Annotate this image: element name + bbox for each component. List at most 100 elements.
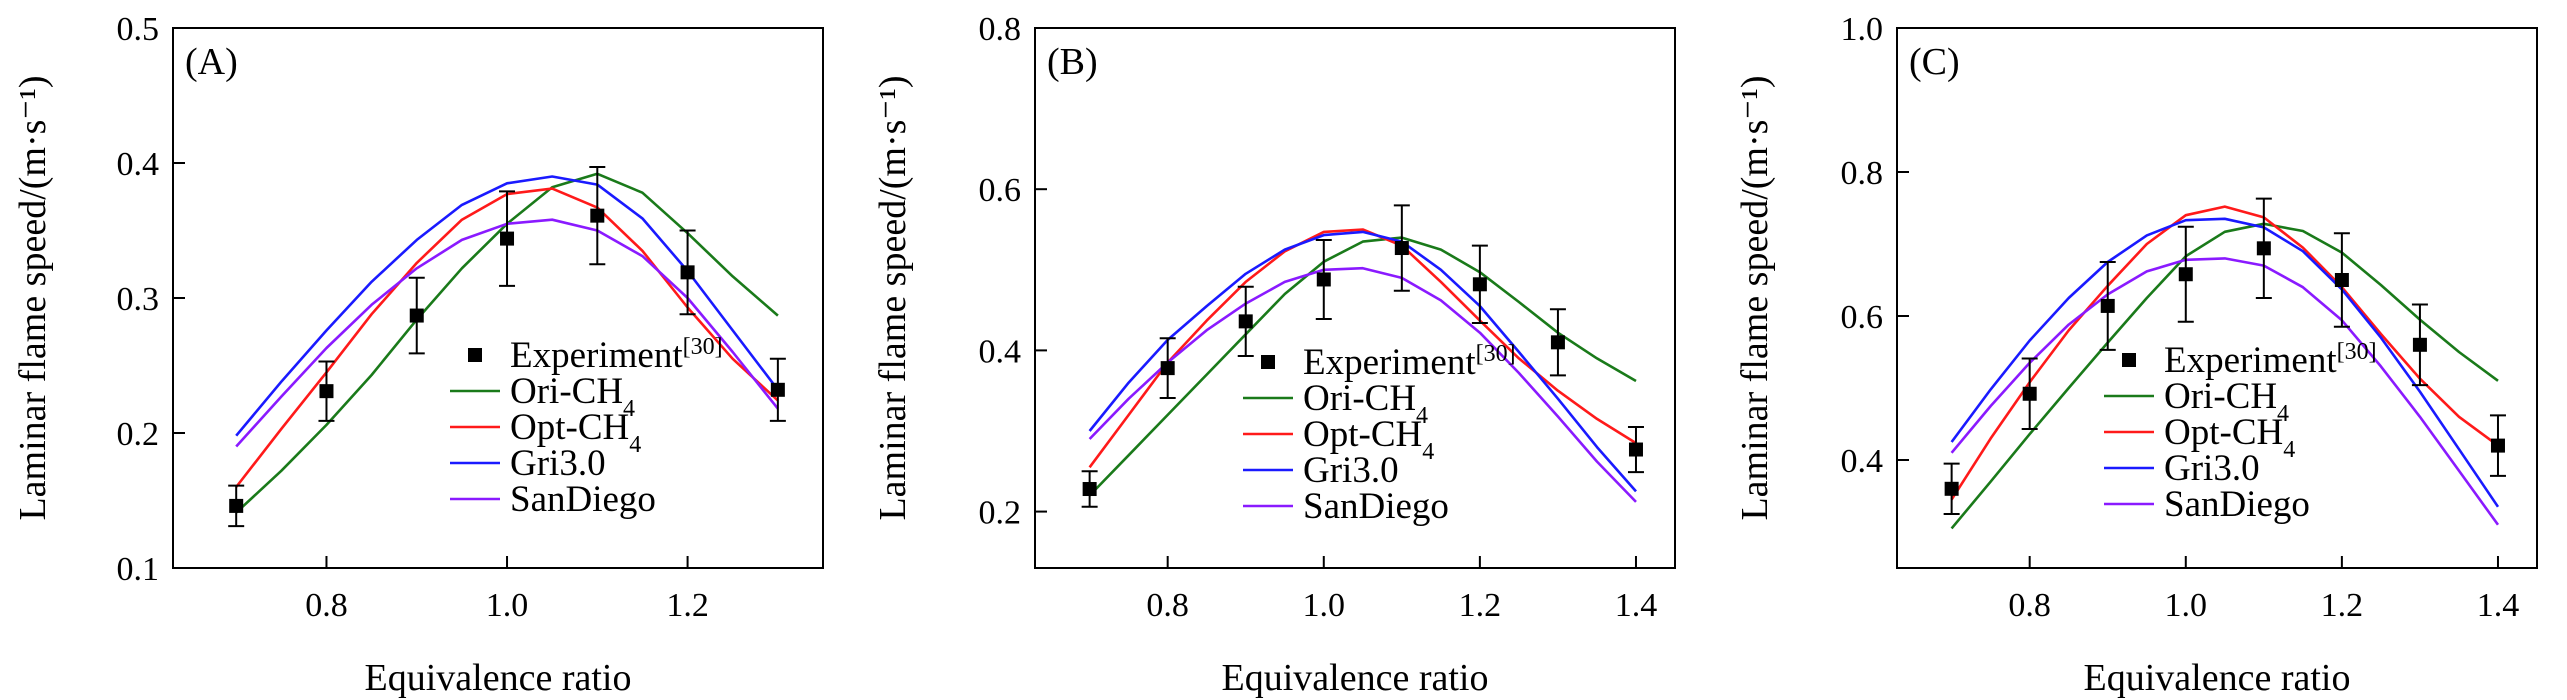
experiment-marker (2100, 298, 2115, 313)
series-line-gri3-0 (1950, 217, 2500, 508)
experiment-point (1943, 462, 1960, 515)
x-tick-label: 1.0 (1303, 587, 1346, 624)
x-axis-title: Equivalence ratio (2084, 657, 2351, 699)
legend-marker-experiment (2122, 353, 2136, 367)
experiment-marker (770, 382, 785, 397)
y-tick-label: 0.4 (117, 146, 160, 183)
experiment-marker (2412, 337, 2427, 352)
legend-label: SanDiego (2164, 484, 2310, 525)
experiment-point (499, 190, 516, 287)
experiment-marker (1550, 335, 1565, 350)
experiment-marker (1472, 277, 1487, 292)
legend-label: Opt-CH4 (510, 407, 641, 458)
chart-panel-3: 0.4 0.6 0.8 1.0 0.8 1.0 1.2 1.4 Equivalence rati… (1734, 11, 2538, 699)
series-line-opt-ch4 (1088, 228, 1637, 469)
legend-label: Opt-CH4 (1303, 414, 1434, 465)
y-tick-label: 0.4 (1841, 443, 1884, 480)
experiment-marker (2256, 241, 2271, 256)
experiment-marker (1082, 482, 1097, 497)
experiment-point (1471, 244, 1488, 324)
x-tick-label: 0.8 (2008, 587, 2051, 624)
experiment-point (2255, 197, 2272, 299)
series-line-gri3-0 (1088, 230, 1637, 493)
experiment-point (1627, 425, 1644, 474)
legend-label: Ori-CH4 (510, 371, 635, 422)
legend-marker-experiment (468, 348, 482, 362)
x-axis-title: Equivalence ratio (1222, 657, 1489, 699)
x-axis-title: Equivalence ratio (365, 657, 632, 699)
experiment-point (1549, 308, 1566, 377)
experiment-point (1081, 470, 1098, 508)
experiment-marker (2022, 386, 2037, 401)
y-tick-label: 0.6 (979, 172, 1022, 209)
experiment-marker (409, 308, 424, 323)
y-tick-label: 1.0 (1841, 11, 1884, 48)
x-tick-label: 1.4 (1615, 587, 1658, 624)
y-axis-title: Laminar flame speed/(m·s⁻¹) (1734, 75, 1776, 520)
legend: Experiment[30]Ori-CH4Opt-CH4Gri3.0SanDie… (1243, 341, 1516, 527)
legend: Experiment[30]Ori-CH4Opt-CH4Gri3.0SanDie… (2104, 339, 2377, 525)
experiment-point (228, 484, 245, 528)
legend-label: Gri3.0 (1303, 450, 1399, 491)
experiment-point (1159, 337, 1176, 399)
experiment-point (589, 166, 606, 266)
y-tick-label: 0.5 (117, 11, 160, 48)
experiment-point (1237, 285, 1254, 358)
y-tick-label: 0.2 (979, 495, 1022, 532)
legend-label: SanDiego (510, 479, 656, 520)
legend-label: Opt-CH4 (2164, 412, 2295, 463)
x-tick-label: 1.2 (666, 587, 709, 624)
series-line-ori-ch4 (1088, 236, 1637, 497)
y-axis-title: Laminar flame speed/(m·s⁻¹) (872, 75, 914, 520)
experiment-marker (1628, 442, 1643, 457)
y-tick-label: 0.1 (117, 551, 160, 588)
experiment-point (318, 360, 335, 422)
experiment-marker (680, 265, 695, 280)
experiment-marker (229, 498, 244, 513)
chart-panel-1: 0.1 0.2 0.3 0.4 0.5 0.8 1.0 1.2 Equivalence rati… (12, 11, 824, 699)
legend-marker-experiment (1261, 355, 1275, 369)
plot-frame (1034, 27, 1676, 569)
y-tick-label: 0.8 (979, 11, 1022, 48)
experiment-point (2489, 414, 2506, 477)
legend: Experiment[30]Ori-CH4Opt-CH4Gri3.0SanDie… (450, 334, 723, 520)
plot-frame (1896, 27, 2538, 569)
legend-label: Gri3.0 (510, 443, 606, 484)
legend-label: Ori-CH4 (1303, 378, 1428, 429)
x-tick-label: 1.0 (2165, 587, 2208, 624)
x-tick-label: 1.4 (2477, 587, 2520, 624)
panel-label: (C) (1909, 41, 1960, 83)
experiment-marker (319, 384, 334, 399)
experiment-marker (590, 208, 605, 223)
experiment-marker (2334, 273, 2349, 287)
experiment-point (2177, 225, 2194, 323)
x-tick-label: 1.0 (486, 587, 529, 624)
y-tick-label: 0.2 (117, 416, 160, 453)
experiment-marker (1316, 272, 1331, 287)
experiment-marker (1944, 481, 1959, 496)
experiment-marker (2490, 438, 2505, 453)
plot-frame (172, 27, 824, 569)
series-line-sandiego (1088, 266, 1637, 503)
experiment-point (2411, 303, 2428, 387)
legend-label: Ori-CH4 (2164, 376, 2289, 427)
panel-label: (A) (185, 41, 238, 83)
y-tick-label: 0.4 (979, 333, 1022, 370)
series-line-ori-ch4 (1950, 222, 2499, 530)
experiment-marker (1394, 241, 1409, 256)
legend-label: Gri3.0 (2164, 448, 2260, 489)
panel-label: (B) (1047, 41, 1098, 83)
experiment-point (2099, 261, 2116, 351)
experiment-marker (1160, 361, 1175, 376)
y-axis-title: Laminar flame speed/(m·s⁻¹) (12, 75, 54, 520)
series-line-sandiego (1950, 257, 2500, 526)
experiment-marker (500, 231, 515, 246)
experiment-point (1315, 238, 1332, 320)
legend-label: SanDiego (1303, 486, 1449, 527)
y-tick-label: 0.8 (1841, 155, 1884, 192)
y-tick-label: 0.3 (117, 281, 160, 318)
experiment-point (2021, 357, 2038, 431)
legend-label: Experiment[30] (510, 334, 723, 376)
x-tick-label: 0.8 (1146, 587, 1189, 624)
